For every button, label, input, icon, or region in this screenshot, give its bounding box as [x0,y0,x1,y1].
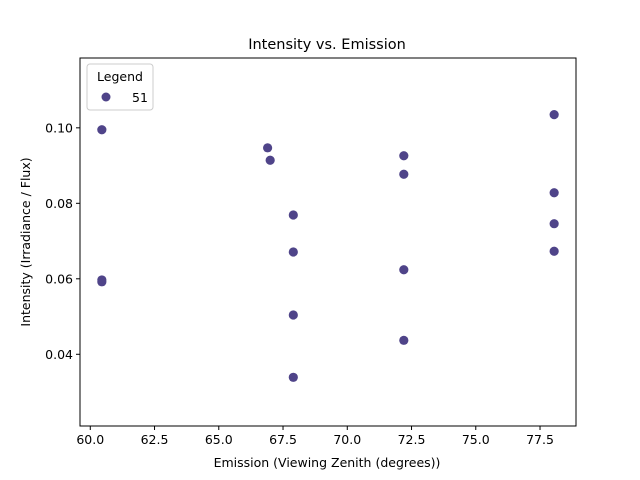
y-tick-label: 0.08 [45,196,73,211]
data-point [399,265,409,275]
data-point [549,246,559,256]
y-axis-label: Intensity (Irradiance / Flux) [18,157,33,326]
x-tick-label: 60.0 [76,432,104,447]
y-tick-label: 0.04 [45,347,73,362]
x-tick-label: 75.0 [462,432,490,447]
data-point [97,277,107,287]
legend-marker [101,92,111,102]
plot-area [79,57,577,427]
data-point [288,247,298,257]
data-point [549,188,559,198]
x-tick-label: 77.5 [526,432,554,447]
x-tick-label: 72.5 [398,432,426,447]
chart-title: Intensity vs. Emission [248,37,406,53]
data-point [399,335,409,345]
y-tick-label: 0.06 [45,271,73,286]
data-point [288,210,298,220]
y-axis-ticks: 0.04 0.06 0.08 0.10 [45,120,80,362]
data-point [399,151,409,161]
x-tick-label: 67.5 [269,432,297,447]
plot-frame [79,57,577,427]
data-point [288,310,298,320]
data-point [265,155,275,165]
data-point [549,110,559,120]
x-tick-label: 70.0 [333,432,361,447]
data-point [399,169,409,179]
x-axis-ticks: 60.0 62.5 65.0 67.5 70.0 72.5 75.0 77.5 [76,426,554,447]
data-points [97,110,559,382]
x-tick-label: 65.0 [205,432,233,447]
data-point [263,143,273,153]
data-point [97,125,107,135]
legend-title: Legend [97,69,143,84]
x-tick-label: 62.5 [141,432,169,447]
data-point [288,372,298,382]
legend: Legend 51 [86,63,154,111]
y-tick-label: 0.10 [45,120,73,135]
x-axis-label: Emission (Viewing Zenith (degrees)) [214,455,441,470]
legend-entry-label: 51 [132,90,148,105]
data-point [549,219,559,229]
